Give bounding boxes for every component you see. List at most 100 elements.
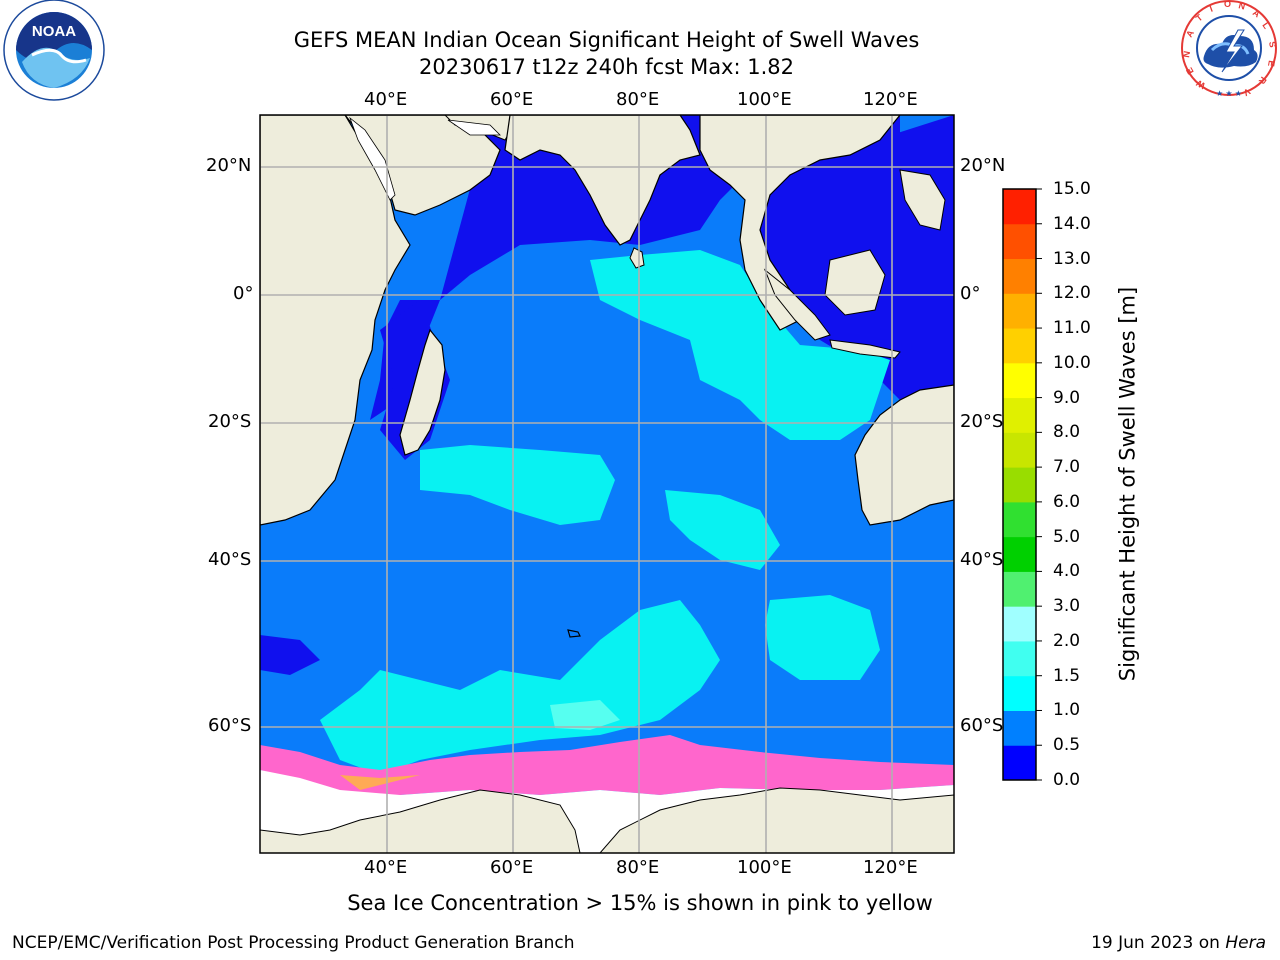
java-land	[829, 339, 901, 359]
australia-land	[854, 384, 954, 526]
svg-text:O: O	[1224, 0, 1231, 9]
colorbar-bin	[1003, 432, 1036, 468]
chart-subtitle: 20230617 t12z 240h fcst Max: 1.82	[419, 55, 794, 79]
swell-patch-central	[665, 490, 780, 570]
lat-tick-left: 20°N	[206, 155, 252, 176]
colorbar-bin	[1003, 675, 1036, 711]
lat-tick-right: 20°S	[960, 411, 1004, 432]
lat-tick-left: 40°S	[208, 549, 252, 570]
colorbar-bin	[1003, 328, 1036, 364]
swell-patch-south	[320, 600, 720, 775]
svg-text:N: N	[1181, 50, 1192, 58]
lon-tick-top: 100°E	[737, 89, 792, 110]
noaa-logo-text: NOAA	[32, 23, 76, 40]
antarctica-land	[260, 789, 581, 853]
svg-text:N: N	[1237, 0, 1246, 11]
swell-patch-southeast	[765, 595, 880, 680]
colorbar-bin	[1003, 571, 1036, 607]
colorbar-tick-label: 3.0	[1053, 596, 1081, 617]
antarctica-land-east	[599, 787, 954, 853]
lat-tick-left: 0°	[233, 283, 254, 304]
footer-credit: NCEP/EMC/Verification Post Processing Pr…	[12, 933, 575, 953]
colorbar-tick-label: 14.0	[1053, 213, 1091, 234]
colorbar-tick-label: 11.0	[1053, 318, 1091, 339]
colorbar-tick-label: 15.0	[1053, 179, 1091, 199]
svg-text:S: S	[1267, 41, 1278, 49]
colorbar-bin	[1003, 640, 1036, 677]
svg-text:A: A	[1251, 7, 1262, 19]
svg-text:E: E	[1184, 66, 1196, 76]
svg-text:T: T	[1194, 12, 1205, 24]
sea-ice-core	[340, 775, 420, 790]
map-gridlines	[260, 115, 954, 853]
lon-tick-top: 80°E	[616, 89, 660, 110]
colorbar-tick-label: 2.0	[1053, 630, 1081, 651]
colorbar-bin	[1003, 536, 1036, 572]
svg-text:A: A	[1184, 28, 1196, 39]
colorbar-tick-label: 6.0	[1053, 491, 1081, 512]
colorbar-bin	[1003, 362, 1036, 399]
footer-date-text: 19 Jun 2023 on	[1091, 933, 1226, 953]
lat-tick-left: 60°S	[208, 715, 252, 736]
swell-mid-patches	[320, 250, 890, 775]
map-frame	[259, 114, 955, 854]
colorbar-bin	[1003, 223, 1036, 260]
colorbar-bin	[1003, 501, 1036, 538]
lon-tick-bottom: 40°E	[364, 857, 408, 878]
colorbar-tick-label: 0.0	[1053, 770, 1081, 790]
colorbar-bin	[1003, 293, 1036, 329]
swell-patch-equatorial	[590, 250, 890, 440]
footer-date: 19 Jun 2023 on Hera	[1091, 933, 1266, 953]
lat-tick-right: 60°S	[960, 715, 1004, 736]
colorbar-bin	[1003, 467, 1036, 503]
sri-lanka-land	[629, 247, 645, 269]
swell-low-zone-arabian	[370, 115, 900, 420]
swell-patch-madagascar-east	[420, 445, 615, 525]
lat-tick-right: 0°	[960, 283, 981, 304]
swell-low-zone-south	[260, 635, 320, 675]
colorbar-label: Significant Height of Swell Waves [m]	[1115, 286, 1140, 682]
lat-tick-left: 20°S	[208, 411, 252, 432]
svg-text:V: V	[1242, 86, 1252, 98]
nws-logo-icon: N A T I O N A L S E R V W E ★ ★ ★	[1178, 0, 1280, 106]
svg-text:L: L	[1260, 20, 1272, 31]
lon-tick-top: 40°E	[364, 89, 408, 110]
india-land	[504, 115, 701, 246]
colorbar	[1002, 188, 1042, 781]
colorbar-tick-label: 9.0	[1053, 387, 1081, 408]
colorbar-bin	[1003, 710, 1036, 746]
sea-ice-band	[260, 735, 954, 800]
colorbar-tick-label: 5.0	[1053, 526, 1081, 547]
islands-land	[899, 169, 946, 231]
colorbar-tick-label: 1.0	[1053, 700, 1081, 721]
colorbar-tick-label: 12.0	[1053, 283, 1091, 304]
chart-title: GEFS MEAN Indian Ocean Significant Heigh…	[293, 28, 920, 52]
lon-tick-bottom: 120°E	[863, 857, 918, 878]
sumatra-land	[763, 268, 831, 341]
colorbar-frame	[1002, 188, 1037, 781]
lon-tick-top: 60°E	[490, 89, 534, 110]
footer-host: Hera	[1225, 933, 1266, 953]
colorbar-tick-label: 1.5	[1053, 665, 1081, 686]
colorbar-bin	[1003, 397, 1036, 433]
lon-tick-bottom: 100°E	[737, 857, 792, 878]
lat-tick-right: 20°N	[960, 155, 1006, 176]
svg-text:I: I	[1208, 4, 1214, 14]
colorbar-bin	[1003, 258, 1036, 294]
colorbar-tick-label: 10.0	[1053, 352, 1091, 373]
noaa-logo-icon: NOAA	[2, 0, 106, 108]
colorbar-tick-label: 13.0	[1053, 248, 1091, 269]
swell-patch-light	[550, 700, 620, 730]
colorbar-bin	[1003, 189, 1036, 225]
svg-text:★ ★ ★: ★ ★ ★	[1216, 89, 1242, 98]
lon-tick-top: 120°E	[863, 89, 918, 110]
svg-text:R: R	[1256, 75, 1268, 86]
red-sea	[349, 116, 396, 201]
colorbar-tick-label: 4.0	[1053, 561, 1081, 582]
sea-ice-caption: Sea Ice Concentration > 15% is shown in …	[347, 891, 933, 915]
colorbar-tick-label: 0.5	[1053, 735, 1081, 756]
colorbar-tick-label: 7.0	[1053, 457, 1081, 478]
lat-tick-right: 40°S	[960, 549, 1004, 570]
lon-tick-bottom: 80°E	[616, 857, 660, 878]
